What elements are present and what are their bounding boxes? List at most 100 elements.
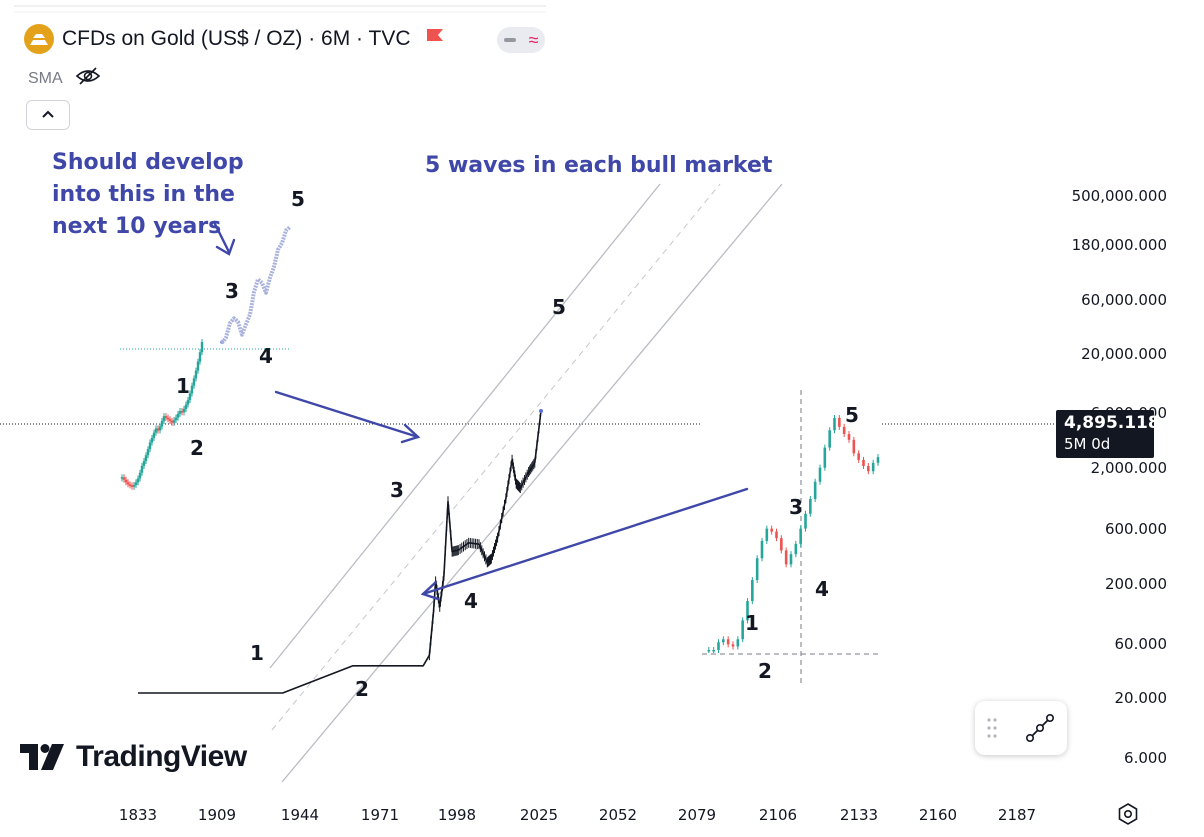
forecast-candle	[126, 482, 130, 485]
bar-countdown: 5M 0d	[1064, 435, 1111, 453]
modern-candle	[712, 650, 715, 652]
forecast-candle	[150, 437, 154, 443]
collapse-legend-button[interactable]	[26, 100, 70, 130]
modern-candle	[862, 459, 865, 467]
modern-candle	[857, 453, 860, 460]
modern-inset: 1 2 3 4 5	[700, 388, 880, 686]
modern-candle	[871, 462, 875, 472]
modern-candle	[813, 481, 817, 500]
modern-candle	[780, 538, 783, 551]
secular-last-point	[539, 409, 543, 413]
forecast-candle	[122, 477, 126, 480]
modern-candle	[717, 642, 720, 650]
modern-wave-3: 3	[789, 495, 803, 519]
forecast-candle	[154, 428, 158, 433]
forecast-candle	[156, 428, 160, 431]
wave-icon: ≈	[528, 30, 539, 50]
modern-candle	[736, 639, 740, 647]
price-axis[interactable]: 500,000.000 180,000.000 60,000.000 20,000.0…	[1058, 170, 1204, 767]
symbol-status-pill[interactable]: ≈	[497, 27, 545, 53]
flag-icon[interactable]	[425, 28, 445, 51]
forecast-candle	[190, 385, 194, 394]
secular-wave-4: 4	[464, 589, 478, 613]
forecast-candle	[176, 413, 180, 418]
forecast-candle	[166, 417, 170, 420]
arrow-to-wave4	[421, 487, 749, 596]
eye-off-icon[interactable]	[75, 66, 101, 91]
forecast-candle	[144, 455, 148, 462]
drag-handle-icon[interactable]	[987, 717, 997, 744]
logo-text: TradingView	[76, 740, 247, 773]
chevron-up-icon	[41, 106, 55, 124]
tradingview-logo: TradingView	[20, 740, 247, 774]
forecast-candle	[138, 472, 142, 479]
forecast-candle	[132, 485, 136, 487]
symbol-title[interactable]: CFDs on Gold (US$ / OZ) · 6M · TVC	[62, 27, 411, 50]
modern-candle	[770, 528, 773, 532]
forecast-candle	[200, 342, 204, 353]
price-tick-label: 60.000	[1115, 635, 1168, 653]
time-tick-label: 1944	[281, 806, 319, 824]
indicator-legend[interactable]: SMA	[28, 66, 101, 91]
price-tick-label: 2,000.000	[1091, 459, 1167, 477]
forecast-candle	[178, 410, 182, 414]
forecast-candle	[130, 485, 134, 487]
arrow-to-secular-head	[400, 423, 421, 444]
forecast-note-line-2: into this in the	[52, 182, 235, 207]
modern-candle	[838, 418, 841, 427]
forecast-candle	[142, 461, 146, 466]
forecast-candle	[172, 420, 176, 423]
price-tick-label: 20.000	[1115, 689, 1168, 707]
secular-wave-2: 2	[355, 677, 369, 701]
forecast-candle	[134, 482, 138, 485]
modern-candle	[809, 499, 812, 514]
symbol-header[interactable]: CFDs on Gold (US$ / OZ) · 6M · TVC	[24, 22, 445, 56]
secular-wave-3: 3	[390, 478, 404, 502]
gold-bars-icon	[24, 24, 54, 54]
price-axis-mask	[1058, 170, 1204, 184]
channel-upper-line	[269, 183, 661, 669]
time-axis[interactable]: 1833 1909 1944 1971 1998 2025 2052 2079 2106 2133…	[119, 806, 1036, 824]
headline-annotation: 5 waves in each bull market	[425, 153, 773, 178]
time-tick-label: 2106	[759, 806, 797, 824]
modern-candle	[755, 558, 759, 581]
forecast-candle	[162, 416, 166, 421]
forecast-candle	[192, 378, 196, 386]
chart-settings-icon[interactable]	[1116, 802, 1140, 826]
forecast-candle	[168, 419, 172, 421]
modern-candle	[799, 528, 802, 544]
secular-wave-5: 5	[552, 295, 566, 319]
forecast-note-line-1: Should develop	[52, 150, 244, 175]
price-tick-label: 200.000	[1105, 575, 1167, 593]
forecast-candle	[160, 420, 164, 427]
secular-inset: 1 2 3 4 5	[138, 295, 566, 701]
forecast-inset: 1 2 3 4 5	[4, 138, 305, 490]
time-tick-label: 1833	[119, 806, 157, 824]
forecast-candle	[198, 352, 202, 362]
time-tick-label: 1909	[198, 806, 236, 824]
forecast-wave-4: 4	[259, 344, 273, 368]
price-tick-label: 20,000.000	[1081, 345, 1167, 363]
channel-median-line	[271, 183, 721, 731]
last-price-value: 4,895.118	[1064, 413, 1160, 433]
modern-candle	[751, 580, 754, 602]
price-tick-label: 60,000.000	[1081, 291, 1167, 309]
forecast-candle	[186, 399, 190, 405]
modern-candle	[726, 639, 730, 645]
time-tick-label: 2187	[998, 806, 1036, 824]
modern-candle	[760, 540, 764, 559]
annotation-arrows	[212, 220, 749, 601]
floating-toolbar[interactable]	[975, 701, 1067, 755]
modern-candle	[707, 650, 711, 652]
modern-wave-1: 1	[745, 611, 759, 635]
forecast-wave-5: 5	[291, 187, 305, 211]
modern-wave-5: 5	[845, 403, 859, 427]
forecast-candle	[128, 484, 132, 486]
trend-line-tool-icon[interactable]	[1023, 711, 1057, 750]
note-arrow	[212, 220, 231, 254]
indicator-name[interactable]: SMA	[28, 69, 63, 87]
price-tick-label: 6.000	[1124, 749, 1167, 767]
time-tick-label: 2133	[840, 806, 878, 824]
modern-candle	[794, 543, 798, 555]
